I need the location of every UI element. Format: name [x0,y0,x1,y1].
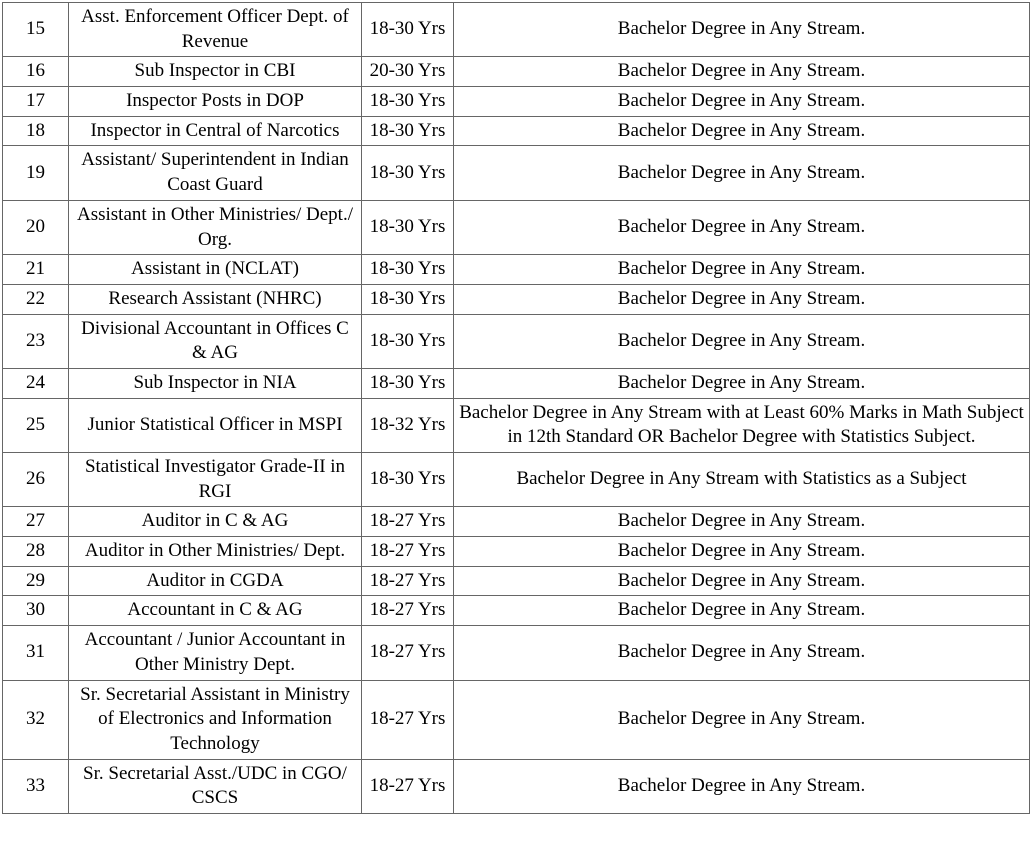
cell-age: 18-30 Yrs [362,146,454,200]
cell-post: Research Assistant (NHRC) [69,284,362,314]
cell-qualification: Bachelor Degree in Any Stream. [454,507,1030,537]
cell-sn: 28 [3,537,69,567]
cell-post: Sr. Secretarial Asst./UDC in CGO/ CSCS [69,759,362,813]
cell-sn: 16 [3,57,69,87]
table-row: 27Auditor in C & AG18-27 YrsBachelor Deg… [3,507,1030,537]
cell-sn: 29 [3,566,69,596]
cell-age: 18-27 Yrs [362,596,454,626]
table-row: 17Inspector Posts in DOP18-30 YrsBachelo… [3,87,1030,117]
cell-age: 18-30 Yrs [362,255,454,285]
cell-age: 18-27 Yrs [362,566,454,596]
cell-qualification: Bachelor Degree in Any Stream. [454,314,1030,368]
cell-post: Assistant in Other Ministries/ Dept./ Or… [69,200,362,254]
cell-age: 18-30 Yrs [362,284,454,314]
cell-sn: 15 [3,3,69,57]
table-row: 26Statistical Investigator Grade-II in R… [3,453,1030,507]
cell-post: Auditor in Other Ministries/ Dept. [69,537,362,567]
cell-qualification: Bachelor Degree in Any Stream. [454,626,1030,680]
cell-post: Sub Inspector in CBI [69,57,362,87]
cell-post: Statistical Investigator Grade-II in RGI [69,453,362,507]
cell-age: 18-27 Yrs [362,680,454,759]
cell-sn: 26 [3,453,69,507]
table-row: 15Asst. Enforcement Officer Dept. of Rev… [3,3,1030,57]
table-row: 20Assistant in Other Ministries/ Dept./ … [3,200,1030,254]
cell-age: 18-30 Yrs [362,87,454,117]
cell-sn: 18 [3,116,69,146]
cell-age: 20-30 Yrs [362,57,454,87]
cell-post: Junior Statistical Officer in MSPI [69,398,362,452]
cell-post: Auditor in CGDA [69,566,362,596]
cell-qualification: Bachelor Degree in Any Stream. [454,566,1030,596]
cell-age: 18-30 Yrs [362,200,454,254]
cell-age: 18-27 Yrs [362,507,454,537]
table-row: 28Auditor in Other Ministries/ Dept.18-2… [3,537,1030,567]
cell-sn: 23 [3,314,69,368]
table-row: 19Assistant/ Superintendent in Indian Co… [3,146,1030,200]
cell-post: Sr. Secretarial Assistant in Ministry of… [69,680,362,759]
cell-post: Accountant in C & AG [69,596,362,626]
cell-age: 18-27 Yrs [362,537,454,567]
cell-post: Inspector Posts in DOP [69,87,362,117]
cell-age: 18-30 Yrs [362,368,454,398]
cell-sn: 27 [3,507,69,537]
cell-sn: 22 [3,284,69,314]
table-row: 29Auditor in CGDA18-27 YrsBachelor Degre… [3,566,1030,596]
cell-qualification: Bachelor Degree in Any Stream. [454,57,1030,87]
cell-sn: 21 [3,255,69,285]
cell-sn: 25 [3,398,69,452]
cell-post: Accountant / Junior Accountant in Other … [69,626,362,680]
cell-age: 18-27 Yrs [362,759,454,813]
table-row: 16Sub Inspector in CBI20-30 YrsBachelor … [3,57,1030,87]
cell-post: Divisional Accountant in Offices C & AG [69,314,362,368]
table-row: 32Sr. Secretarial Assistant in Ministry … [3,680,1030,759]
cell-age: 18-30 Yrs [362,314,454,368]
cell-qualification: Bachelor Degree in Any Stream with at Le… [454,398,1030,452]
cell-post: Inspector in Central of Narcotics [69,116,362,146]
table-row: 25Junior Statistical Officer in MSPI18-3… [3,398,1030,452]
table-row: 24Sub Inspector in NIA18-30 YrsBachelor … [3,368,1030,398]
cell-qualification: Bachelor Degree in Any Stream. [454,146,1030,200]
cell-qualification: Bachelor Degree in Any Stream. [454,284,1030,314]
cell-age: 18-30 Yrs [362,3,454,57]
cell-post: Asst. Enforcement Officer Dept. of Reven… [69,3,362,57]
cell-qualification: Bachelor Degree in Any Stream. [454,759,1030,813]
table-row: 22Research Assistant (NHRC)18-30 YrsBach… [3,284,1030,314]
cell-sn: 30 [3,596,69,626]
table-row: 33Sr. Secretarial Asst./UDC in CGO/ CSCS… [3,759,1030,813]
cell-post: Auditor in C & AG [69,507,362,537]
cell-qualification: Bachelor Degree in Any Stream. [454,255,1030,285]
posts-table-body: 15Asst. Enforcement Officer Dept. of Rev… [3,3,1030,814]
cell-qualification: Bachelor Degree in Any Stream. [454,200,1030,254]
cell-qualification: Bachelor Degree in Any Stream. [454,116,1030,146]
cell-sn: 31 [3,626,69,680]
table-row: 21Assistant in (NCLAT)18-30 YrsBachelor … [3,255,1030,285]
cell-qualification: Bachelor Degree in Any Stream. [454,680,1030,759]
table-row: 30Accountant in C & AG18-27 YrsBachelor … [3,596,1030,626]
cell-qualification: Bachelor Degree in Any Stream. [454,537,1030,567]
cell-post: Assistant/ Superintendent in Indian Coas… [69,146,362,200]
cell-qualification: Bachelor Degree in Any Stream with Stati… [454,453,1030,507]
cell-sn: 17 [3,87,69,117]
cell-sn: 20 [3,200,69,254]
cell-qualification: Bachelor Degree in Any Stream. [454,596,1030,626]
cell-post: Sub Inspector in NIA [69,368,362,398]
cell-age: 18-30 Yrs [362,453,454,507]
cell-qualification: Bachelor Degree in Any Stream. [454,368,1030,398]
cell-age: 18-27 Yrs [362,626,454,680]
cell-sn: 24 [3,368,69,398]
cell-age: 18-32 Yrs [362,398,454,452]
cell-age: 18-30 Yrs [362,116,454,146]
cell-qualification: Bachelor Degree in Any Stream. [454,3,1030,57]
cell-qualification: Bachelor Degree in Any Stream. [454,87,1030,117]
table-row: 18Inspector in Central of Narcotics18-30… [3,116,1030,146]
cell-post: Assistant in (NCLAT) [69,255,362,285]
table-row: 31Accountant / Junior Accountant in Othe… [3,626,1030,680]
cell-sn: 19 [3,146,69,200]
cell-sn: 33 [3,759,69,813]
posts-table: 15Asst. Enforcement Officer Dept. of Rev… [2,2,1030,814]
cell-sn: 32 [3,680,69,759]
table-row: 23Divisional Accountant in Offices C & A… [3,314,1030,368]
